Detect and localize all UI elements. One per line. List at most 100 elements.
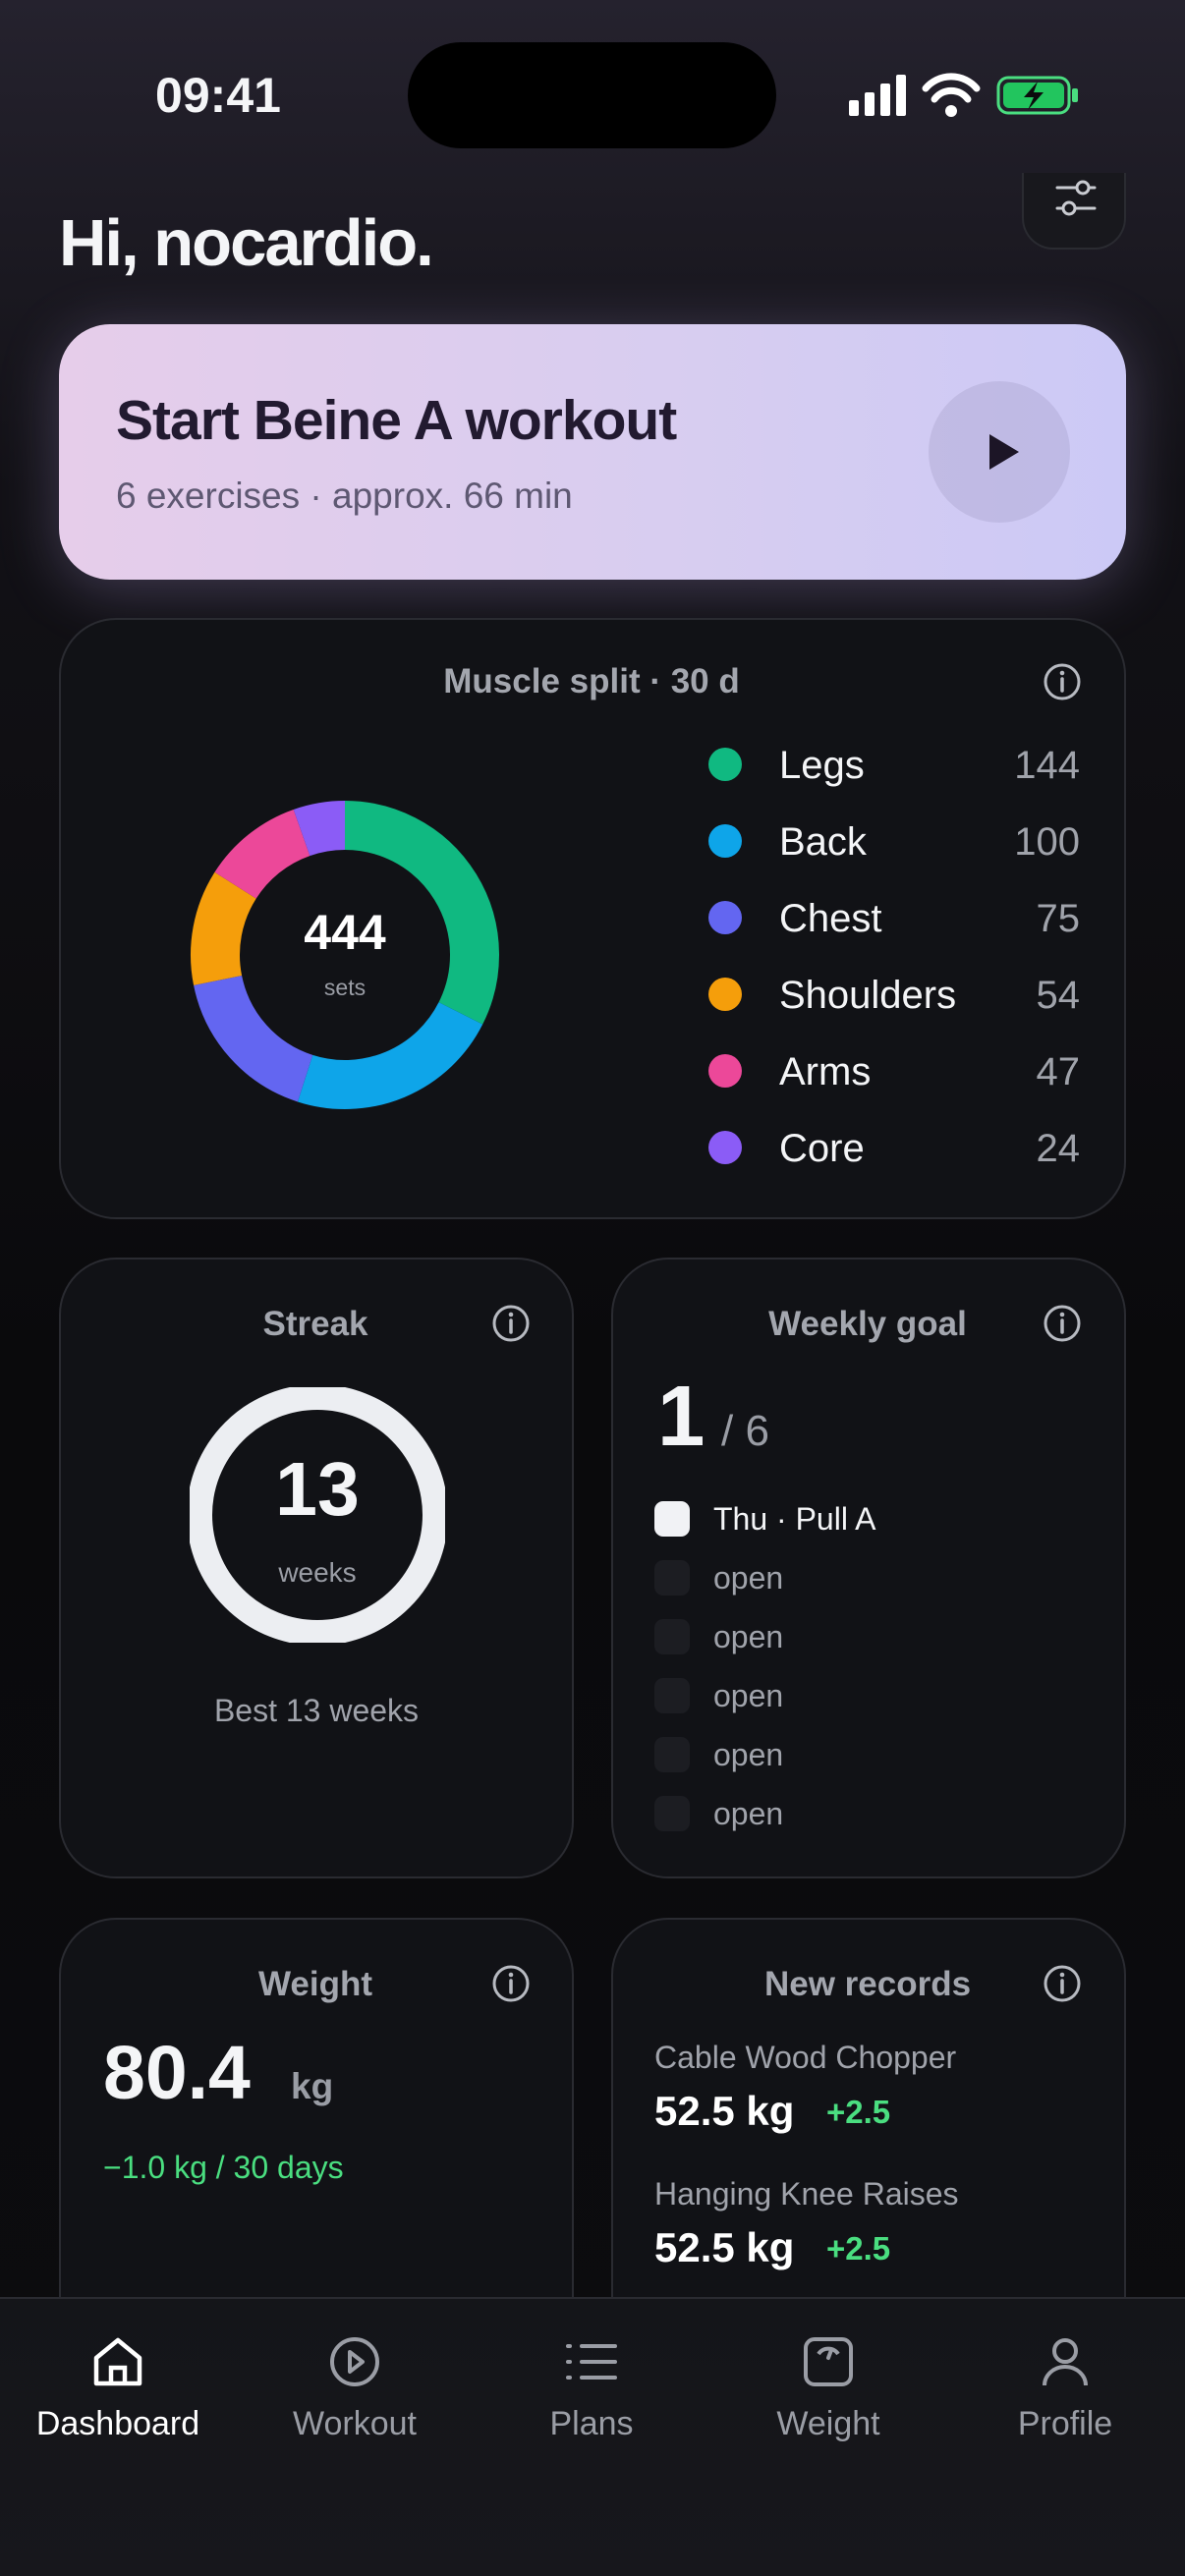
tab-label[interactable]: Dashboard [35, 2405, 200, 2442]
weight-unit: kg [291, 2066, 334, 2106]
legend-name: Shoulders [779, 974, 956, 1017]
streak-best: Best 13 weeks [213, 1693, 420, 1728]
record-exercise: Cable Wood Chopper [654, 2040, 957, 2075]
goal-label: open [713, 1796, 784, 1831]
goal-label: open [713, 1678, 784, 1713]
record-delta: +2.5 [826, 2094, 891, 2130]
goal-label: open [713, 1737, 784, 1772]
info-circle [1044, 663, 1081, 700]
streak-unit: weeks [278, 1557, 357, 1588]
status-time: 09:41 [155, 68, 281, 123]
info-icon[interactable] [1043, 1964, 1082, 2003]
goal-checkbox [654, 1560, 690, 1596]
legend-dot [708, 1131, 742, 1164]
goal-checkbox [654, 1737, 690, 1772]
info-icon[interactable] [491, 1304, 531, 1343]
card-title: New records [763, 1965, 972, 2003]
tab-icon-weight [804, 2337, 853, 2386]
goal-label: Thu · Pull A [713, 1501, 876, 1537]
legend-value: 54 [1037, 974, 1081, 1017]
settings-icon [1055, 180, 1097, 216]
dynamic-island [408, 42, 776, 148]
info-circle [1044, 1965, 1081, 2002]
legend-name: Chest [779, 897, 882, 940]
info-circle [492, 1965, 530, 2002]
legend-name: Back [779, 820, 868, 864]
weight-value: 80.4 [103, 2031, 251, 2115]
legend-name: Core [779, 1127, 865, 1170]
donut-segment [297, 1001, 483, 1109]
donut-segment [214, 809, 311, 900]
legend-dot [708, 824, 742, 858]
streak-card [59, 1258, 574, 1878]
card-title: Streak [262, 1305, 368, 1343]
muscle-split-chart: Legs 144 Back 100 Chest 75 Shoulders 54 Arms 47 Co… [191, 744, 1081, 1170]
info-icon[interactable] [491, 1964, 531, 2003]
record-value: 52.5 kg [654, 2088, 795, 2134]
info-circle [1044, 1305, 1081, 1342]
weekly-goal-card [611, 1258, 1126, 1878]
donut-segment [191, 871, 257, 985]
goal-checkbox [654, 1619, 690, 1654]
tab-label[interactable]: Plans [549, 2405, 634, 2442]
donut-total: 444 [304, 905, 386, 960]
legend-value: 100 [1014, 820, 1080, 864]
goal-checkbox [654, 1501, 690, 1537]
card-title: Weight [257, 1965, 372, 2003]
info-dot [1059, 1312, 1065, 1317]
start-subtitle: 6 exercises · approx. 66 min [116, 476, 573, 516]
info-icon[interactable] [1043, 1304, 1082, 1343]
donut-segment [194, 975, 313, 1102]
tab-label[interactable]: Weight [776, 2405, 880, 2442]
streak-ring [190, 1387, 445, 1643]
donut-segment [293, 801, 346, 857]
settings-button[interactable] [1022, 173, 1126, 250]
tab-label[interactable]: Profile [1017, 2405, 1113, 2442]
tab-label[interactable]: Workout [293, 2405, 417, 2442]
tab-icon-workout [330, 2337, 379, 2386]
start-workout-card[interactable]: Start Beine A workout 6 exercises · appr… [59, 324, 1126, 580]
goal-checkbox [654, 1796, 690, 1831]
record-exercise: Hanging Knee Raises [654, 2176, 959, 2212]
goal-checkbox [654, 1678, 690, 1713]
donut-total-label: sets [324, 975, 366, 1000]
greeting: Hi, nocardio. [59, 206, 434, 280]
info-dot [508, 1312, 514, 1317]
play-icon [989, 434, 1019, 470]
info-circle [492, 1305, 530, 1342]
donut-segment [344, 801, 499, 1025]
info-dot [1059, 1972, 1065, 1978]
start-title: Start Beine A workout [116, 389, 677, 452]
weight-change: −1.0 kg / 30 days [103, 2150, 344, 2185]
legend-dot [708, 1054, 742, 1088]
record-delta: +2.5 [826, 2230, 891, 2267]
goal-label: open [713, 1619, 784, 1654]
status-icons [849, 73, 1078, 117]
legend-value: 144 [1014, 744, 1080, 787]
legend-value: 24 [1037, 1127, 1081, 1170]
tab-icon-profile [1043, 2338, 1088, 2386]
streak-value: 13 [275, 1447, 360, 1532]
card-title: Muscle split · 30 d [443, 662, 740, 700]
goal-target: / 6 [721, 1407, 769, 1455]
legend-name: Arms [779, 1050, 871, 1093]
info-dot [508, 1972, 514, 1978]
legend-dot [708, 978, 742, 1011]
legend-dot [708, 901, 742, 934]
info-dot [1059, 670, 1065, 676]
legend-value: 75 [1037, 897, 1081, 940]
goal-label: open [713, 1560, 784, 1596]
goal-done: 1 [657, 1369, 705, 1464]
tab-bar [0, 2297, 1185, 2576]
ring [190, 1387, 445, 1643]
tab-icon-plans [566, 2344, 617, 2380]
info-icon[interactable] [1043, 662, 1082, 701]
play-button[interactable] [929, 381, 1070, 523]
legend-name: Legs [779, 744, 865, 787]
card-title: Weekly goal [768, 1305, 967, 1343]
legend-dot [708, 748, 742, 781]
legend-value: 47 [1037, 1050, 1081, 1093]
record-value: 52.5 kg [654, 2224, 795, 2270]
